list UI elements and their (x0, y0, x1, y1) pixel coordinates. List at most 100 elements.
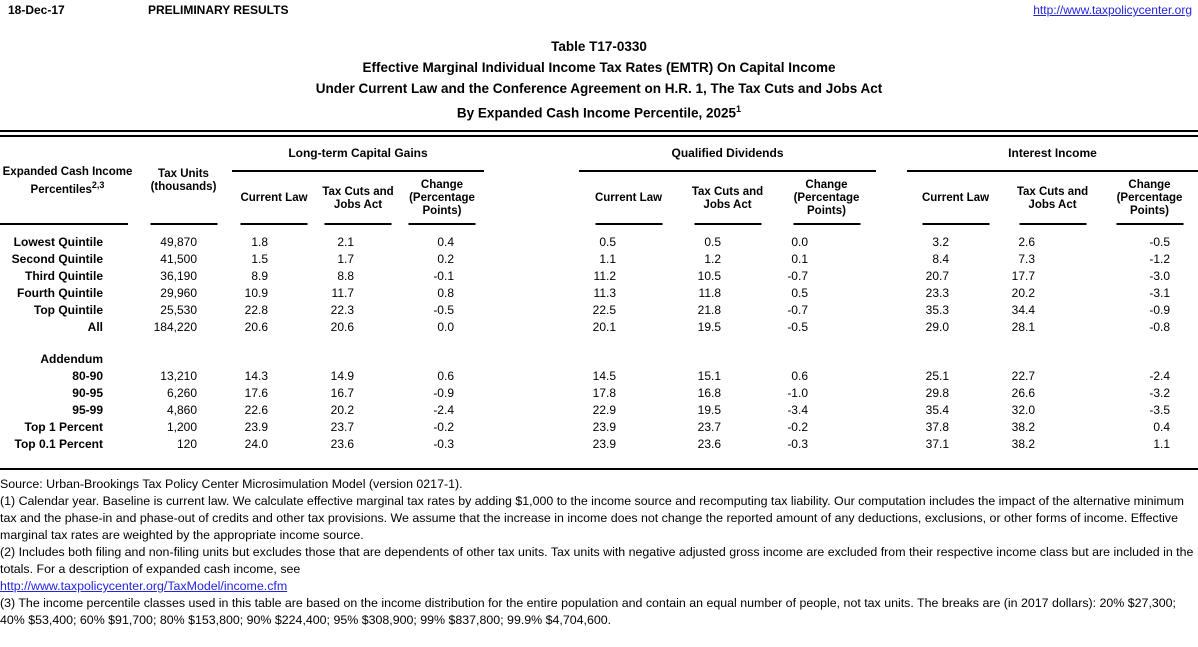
table-title-line4: By Expanded Cash Income Percentile, 2025… (456, 104, 742, 121)
section-row: Addendum (0, 351, 1198, 368)
cell-interest-0: 23.3 (925, 286, 949, 300)
cell-dividends-0: 14.5 (592, 369, 616, 383)
cell-ltcg-2: -0.1 (433, 269, 454, 283)
cell-ltcg-1: 20.6 (330, 320, 354, 334)
cell-interest-1: 32.0 (1011, 403, 1035, 417)
cell-ltcg-0: 22.6 (244, 403, 268, 417)
table-row: Second Quintile 41,500 1.5 1.7 0.2 1.1 1.2 0.1 8… (0, 251, 1198, 268)
cell-ltcg-2: -2.4 (433, 403, 454, 417)
table-top-rule (0, 130, 1198, 137)
row-label: Third Quintile (25, 269, 103, 283)
footnote-2: (2) Includes both filing and non-filing … (0, 545, 1194, 576)
cell-ltcg-2: 0.6 (437, 369, 454, 383)
header-underline (922, 223, 989, 225)
cell-interest-1: 26.6 (1011, 386, 1035, 400)
table-row: 80-90 13,210 14.3 14.9 0.6 14.5 15.1 0.6 25.1 22.… (0, 368, 1198, 385)
cell-dividends-2: -0.3 (787, 437, 808, 451)
row-label: Top 0.1 Percent (14, 437, 103, 451)
subheader-dividends-current-law: Current Law (579, 171, 678, 225)
subheader-dividends-change: Change (Percentage Points) (777, 171, 876, 225)
cell-interest-0: 3.2 (932, 235, 949, 249)
cell-dividends-0: 22.5 (592, 303, 616, 317)
spacer-cell (484, 302, 579, 319)
cell-ltcg-0: 1.5 (251, 252, 268, 266)
subheader-interest-change: Change (Percentage Points) (1101, 171, 1198, 225)
cell-ltcg-0: 17.6 (244, 386, 268, 400)
column-header-tax-units: Tax Units (thousands) (135, 137, 232, 225)
cell-tax-units: 4,860 (166, 403, 197, 417)
cell-ltcg-1: 14.9 (330, 369, 354, 383)
subheader-interest-current-law: Current Law (907, 171, 1004, 225)
cell-tax-units: 184,220 (153, 320, 197, 334)
cell-dividends-0: 11.2 (593, 269, 616, 283)
cell-tax-units: 49,870 (160, 235, 197, 249)
table-body: Lowest Quintile 49,870 1.8 2.1 0.4 0.5 0.5 0.0 3… (0, 225, 1198, 453)
cell-interest-2: -0.8 (1149, 320, 1171, 334)
cell-interest-2: -0.5 (1149, 235, 1171, 249)
empty-cell (135, 351, 1198, 368)
table-number: Table T17-0330 (551, 39, 647, 54)
cell-ltcg-2: -0.5 (433, 303, 454, 317)
cell-dividends-1: 23.7 (697, 420, 721, 434)
header-underline (595, 223, 662, 225)
spacer-cell (876, 385, 907, 402)
header-underline (1019, 223, 1086, 225)
subheader-dividends-tcja: Tax Cuts and Jobs Act (678, 171, 777, 225)
table-row: Lowest Quintile 49,870 1.8 2.1 0.4 0.5 0.5 0.0 3… (0, 225, 1198, 251)
cell-dividends-2: 0.1 (791, 252, 808, 266)
cell-dividends-0: 22.9 (592, 403, 616, 417)
group-header-interest: Interest Income (907, 137, 1198, 172)
row-label: Lowest Quintile (13, 235, 103, 249)
spacer-column (484, 137, 579, 225)
cell-dividends-0: 11.3 (593, 286, 616, 300)
cell-dividends-1: 10.5 (697, 269, 721, 283)
header-underline (408, 223, 476, 225)
cell-dividends-0: 23.9 (592, 437, 616, 451)
cell-ltcg-0: 14.3 (244, 369, 268, 383)
spacer-cell (876, 436, 907, 453)
cell-dividends-2: -1.0 (787, 386, 808, 400)
header-underline (150, 223, 217, 225)
taxpolicycenter-link[interactable]: http://www.taxpolicycenter.org (1033, 3, 1192, 17)
cell-ltcg-2: 0.4 (437, 235, 454, 249)
table-row: 95-99 4,860 22.6 20.2 -2.4 22.9 19.5 -3.4 35.4 32… (0, 402, 1198, 419)
cell-tax-units: 120 (176, 437, 197, 451)
row-label: All (87, 320, 103, 334)
spacer-cell (484, 268, 579, 285)
cell-interest-0: 29.0 (925, 320, 949, 334)
income-definition-link[interactable]: http://www.taxpolicycenter.org/TaxModel/… (0, 579, 288, 593)
cell-dividends-2: -3.4 (787, 403, 808, 417)
cell-dividends-2: 0.5 (791, 286, 808, 300)
cell-ltcg-1: 11.7 (331, 286, 354, 300)
table-row: Top Quintile 25,530 22.8 22.3 -0.5 22.5 21.8 -0… (0, 302, 1198, 319)
cell-interest-0: 29.8 (925, 386, 949, 400)
table-row: Top 1 Percent 1,200 23.9 23.7 -0.2 23.9 23.7 -0… (0, 419, 1198, 436)
spacer-column (876, 137, 907, 225)
report-date: 18-Dec-17 (8, 3, 65, 17)
cell-ltcg-2: 0.0 (437, 320, 454, 334)
row-label: 80-90 (72, 369, 103, 383)
table-row: Fourth Quintile 29,960 10.9 11.7 0.8 11.3 11.8… (0, 285, 1198, 302)
cell-interest-2: -3.1 (1149, 286, 1171, 300)
cell-interest-2: -1.2 (1149, 252, 1171, 266)
cell-interest-2: -0.9 (1149, 303, 1171, 317)
cell-ltcg-2: 0.8 (437, 286, 454, 300)
header-underline (694, 223, 761, 225)
cell-dividends-1: 21.8 (697, 303, 721, 317)
table-row: Third Quintile 36,190 8.9 8.8 -0.1 11.2 10.5 -0… (0, 268, 1198, 285)
cell-interest-1: 7.3 (1018, 252, 1035, 266)
spacer-cell (484, 225, 579, 251)
cell-tax-units: 41,500 (160, 252, 197, 266)
cell-dividends-1: 19.5 (697, 320, 721, 334)
cell-tax-units: 13,210 (160, 369, 197, 383)
cell-interest-2: -2.4 (1149, 369, 1171, 383)
spacer-cell (876, 419, 907, 436)
cell-dividends-0: 20.1 (592, 320, 616, 334)
cell-dividends-2: -0.7 (787, 303, 808, 317)
row-label: Second Quintile (11, 252, 103, 266)
cell-interest-0: 35.4 (925, 403, 949, 417)
spacer-cell (484, 368, 579, 385)
cell-ltcg-2: -0.3 (433, 437, 454, 451)
table-title-block: Table T17-0330 Effective Marginal Indivi… (0, 36, 1198, 124)
column-header-percentiles: Expanded Cash Income Percentiles2,3 (0, 137, 135, 225)
